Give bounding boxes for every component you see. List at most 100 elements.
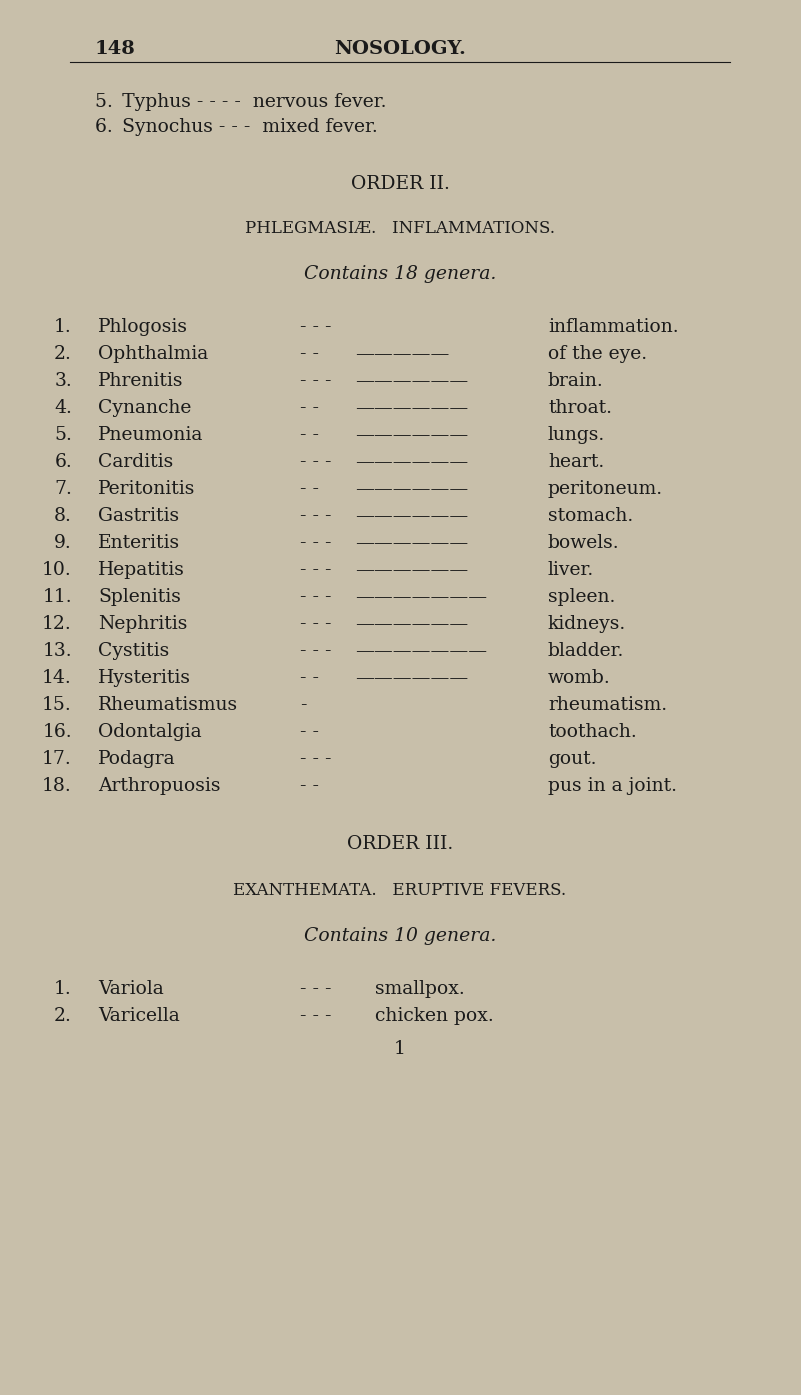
- Text: PHLEGMASIÆ.   INFLAMMATIONS.: PHLEGMASIÆ. INFLAMMATIONS.: [245, 220, 555, 237]
- Text: Ophthalmia: Ophthalmia: [98, 345, 208, 363]
- Text: Varicella: Varicella: [98, 1007, 179, 1025]
- Text: - - -: - - -: [300, 615, 332, 633]
- Text: Enteritis: Enteritis: [98, 534, 180, 552]
- Text: throat.: throat.: [548, 399, 612, 417]
- Text: Odontalgia: Odontalgia: [98, 723, 202, 741]
- Text: brain.: brain.: [548, 372, 604, 391]
- Text: ——————: ——————: [355, 372, 469, 391]
- Text: inflammation.: inflammation.: [548, 318, 678, 336]
- Text: Hepatitis: Hepatitis: [98, 561, 185, 579]
- Text: 6. Synochus - - -  mixed fever.: 6. Synochus - - - mixed fever.: [95, 119, 378, 135]
- Text: 10.: 10.: [42, 561, 72, 579]
- Text: - - -: - - -: [300, 1007, 332, 1025]
- Text: 5. Typhus - - - -  nervous fever.: 5. Typhus - - - - nervous fever.: [95, 93, 387, 112]
- Text: kidneys.: kidneys.: [548, 615, 626, 633]
- Text: bladder.: bladder.: [548, 642, 624, 660]
- Text: spleen.: spleen.: [548, 589, 615, 605]
- Text: 6.: 6.: [54, 453, 72, 472]
- Text: 2.: 2.: [54, 345, 72, 363]
- Text: heart.: heart.: [548, 453, 604, 472]
- Text: ——————: ——————: [355, 425, 469, 444]
- Text: lungs.: lungs.: [548, 425, 606, 444]
- Text: ORDER III.: ORDER III.: [347, 836, 453, 852]
- Text: rheumatism.: rheumatism.: [548, 696, 667, 714]
- Text: 13.: 13.: [42, 642, 72, 660]
- Text: - - -: - - -: [300, 453, 332, 472]
- Text: - - -: - - -: [300, 534, 332, 552]
- Text: liver.: liver.: [548, 561, 594, 579]
- Text: womb.: womb.: [548, 670, 610, 686]
- Text: - -: - -: [300, 399, 319, 417]
- Text: gout.: gout.: [548, 751, 597, 769]
- Text: - - -: - - -: [300, 372, 332, 391]
- Text: smallpox.: smallpox.: [375, 981, 465, 997]
- Text: ——————: ——————: [355, 399, 469, 417]
- Text: ——————: ——————: [355, 561, 469, 579]
- Text: - -: - -: [300, 670, 319, 686]
- Text: peritoneum.: peritoneum.: [548, 480, 663, 498]
- Text: 12.: 12.: [42, 615, 72, 633]
- Text: - - -: - - -: [300, 589, 332, 605]
- Text: - -: - -: [300, 777, 319, 795]
- Text: Contains 10 genera.: Contains 10 genera.: [304, 928, 496, 944]
- Text: Arthropuosis: Arthropuosis: [98, 777, 220, 795]
- Text: ———————: ———————: [355, 589, 487, 605]
- Text: ——————: ——————: [355, 480, 469, 498]
- Text: stomach.: stomach.: [548, 506, 634, 525]
- Text: - - -: - - -: [300, 981, 332, 997]
- Text: 14.: 14.: [42, 670, 72, 686]
- Text: 16.: 16.: [42, 723, 72, 741]
- Text: 15.: 15.: [42, 696, 72, 714]
- Text: ——————: ——————: [355, 615, 469, 633]
- Text: Podagra: Podagra: [98, 751, 175, 769]
- Text: ——————: ——————: [355, 506, 469, 525]
- Text: ——————: ——————: [355, 670, 469, 686]
- Text: toothach.: toothach.: [548, 723, 637, 741]
- Text: 1.: 1.: [54, 981, 72, 997]
- Text: Gastritis: Gastritis: [98, 506, 179, 525]
- Text: Variola: Variola: [98, 981, 163, 997]
- Text: Contains 18 genera.: Contains 18 genera.: [304, 265, 496, 283]
- Text: - - -: - - -: [300, 561, 332, 579]
- Text: ORDER II.: ORDER II.: [351, 174, 449, 193]
- Text: 1.: 1.: [54, 318, 72, 336]
- Text: 5.: 5.: [54, 425, 72, 444]
- Text: ———————: ———————: [355, 642, 487, 660]
- Text: 11.: 11.: [42, 589, 72, 605]
- Text: Cystitis: Cystitis: [98, 642, 169, 660]
- Text: 4.: 4.: [54, 399, 72, 417]
- Text: Splenitis: Splenitis: [98, 589, 181, 605]
- Text: Cynanche: Cynanche: [98, 399, 191, 417]
- Text: 8.: 8.: [54, 506, 72, 525]
- Text: 17.: 17.: [42, 751, 72, 769]
- Text: —————: —————: [355, 345, 449, 363]
- Text: NOSOLOGY.: NOSOLOGY.: [335, 40, 466, 59]
- Text: - -: - -: [300, 425, 319, 444]
- Text: of the eye.: of the eye.: [548, 345, 647, 363]
- Text: - - -: - - -: [300, 506, 332, 525]
- Text: pus in a joint.: pus in a joint.: [548, 777, 677, 795]
- Text: Phrenitis: Phrenitis: [98, 372, 183, 391]
- Text: 3.: 3.: [54, 372, 72, 391]
- Text: Pneumonia: Pneumonia: [98, 425, 203, 444]
- Text: 148: 148: [95, 40, 135, 59]
- Text: - - -: - - -: [300, 318, 332, 336]
- Text: 2.: 2.: [54, 1007, 72, 1025]
- Text: EXANTHEMATA.   ERUPTIVE FEVERS.: EXANTHEMATA. ERUPTIVE FEVERS.: [233, 882, 566, 898]
- Text: Hysteritis: Hysteritis: [98, 670, 191, 686]
- Text: 1: 1: [394, 1041, 406, 1057]
- Text: -: -: [300, 696, 307, 714]
- Text: bowels.: bowels.: [548, 534, 620, 552]
- Text: ——————: ——————: [355, 453, 469, 472]
- Text: Rheumatismus: Rheumatismus: [98, 696, 238, 714]
- Text: - -: - -: [300, 480, 319, 498]
- Text: Phlogosis: Phlogosis: [98, 318, 188, 336]
- Text: 18.: 18.: [42, 777, 72, 795]
- Text: chicken pox.: chicken pox.: [375, 1007, 493, 1025]
- Text: 7.: 7.: [54, 480, 72, 498]
- Text: - -: - -: [300, 345, 319, 363]
- Text: ——————: ——————: [355, 534, 469, 552]
- Text: - - -: - - -: [300, 642, 332, 660]
- Text: - - -: - - -: [300, 751, 332, 769]
- Text: Peritonitis: Peritonitis: [98, 480, 195, 498]
